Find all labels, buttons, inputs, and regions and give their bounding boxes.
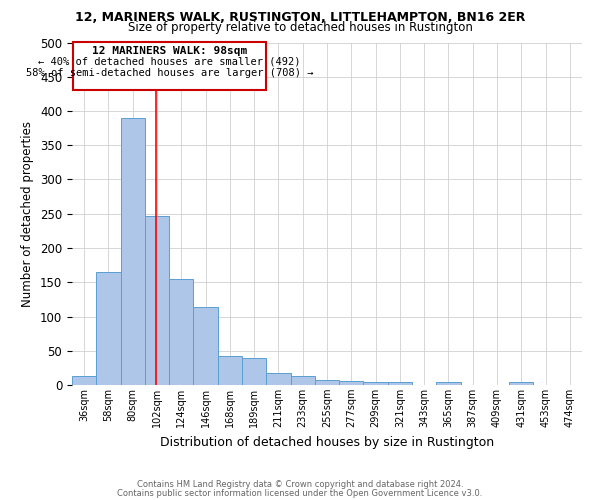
Bar [388,382,412,385]
Bar [121,118,145,385]
X-axis label: Distribution of detached houses by size in Rustington: Distribution of detached houses by size … [160,436,494,448]
Text: Size of property relative to detached houses in Rustington: Size of property relative to detached ho… [128,21,472,34]
Bar [96,272,121,385]
Bar [169,279,193,385]
Text: Contains HM Land Registry data © Crown copyright and database right 2024.: Contains HM Land Registry data © Crown c… [137,480,463,489]
Bar [193,307,218,385]
Text: ← 40% of detached houses are smaller (492): ← 40% of detached houses are smaller (49… [38,56,301,66]
Text: 12, MARINERS WALK, RUSTINGTON, LITTLEHAMPTON, BN16 2ER: 12, MARINERS WALK, RUSTINGTON, LITTLEHAM… [75,11,525,24]
Bar [218,356,242,385]
Bar [509,382,533,385]
Bar [72,376,96,385]
Bar [339,381,364,385]
Bar [290,376,315,385]
Text: 12 MARINERS WALK: 98sqm: 12 MARINERS WALK: 98sqm [92,46,247,56]
Text: Contains public sector information licensed under the Open Government Licence v3: Contains public sector information licen… [118,488,482,498]
Bar [436,382,461,385]
Bar [266,374,290,385]
Bar [364,382,388,385]
Text: 58% of semi-detached houses are larger (708) →: 58% of semi-detached houses are larger (… [26,68,314,78]
Y-axis label: Number of detached properties: Number of detached properties [22,120,34,306]
Bar [73,42,266,90]
Bar [145,216,169,385]
Bar [242,358,266,385]
Bar [315,380,339,385]
